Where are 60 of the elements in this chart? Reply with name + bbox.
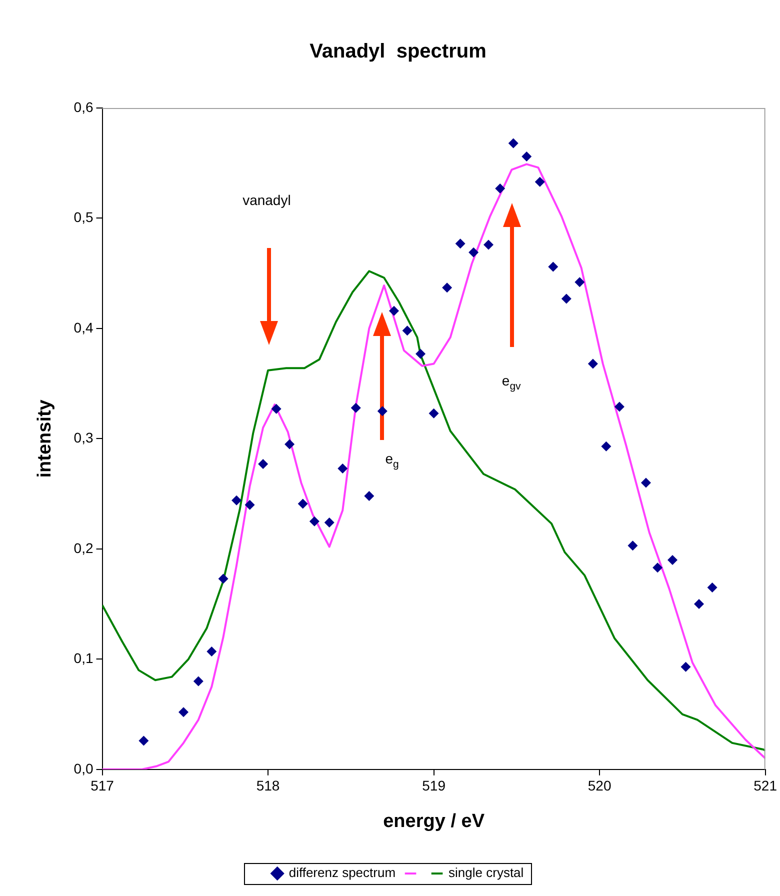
point [324, 517, 334, 528]
point [561, 294, 572, 304]
point [218, 574, 228, 584]
x-tick-label: 517 [90, 778, 114, 794]
x-axis-title: energy / eV [383, 810, 485, 832]
point [232, 495, 242, 506]
point [138, 736, 149, 746]
point [548, 262, 558, 272]
y-tick-label: 0,2 [74, 540, 94, 556]
point [468, 247, 479, 258]
point [588, 358, 598, 369]
point [338, 463, 348, 474]
point [652, 562, 663, 573]
point [364, 491, 374, 502]
point [244, 500, 255, 510]
point [483, 240, 494, 250]
point [416, 348, 426, 359]
point [206, 646, 217, 656]
point [309, 516, 320, 526]
point [178, 707, 188, 718]
point [271, 404, 282, 414]
x-tick-label: 520 [588, 778, 612, 794]
y-tick-label: 0,3 [74, 430, 94, 446]
point [495, 183, 506, 194]
point [377, 406, 388, 416]
point [389, 306, 400, 316]
point [628, 540, 638, 551]
point [614, 402, 624, 412]
point [694, 599, 704, 610]
point [442, 282, 452, 293]
point [574, 277, 585, 288]
point [707, 582, 718, 593]
y-tick-label: 0,5 [74, 209, 94, 226]
point [350, 402, 361, 413]
point [508, 138, 518, 148]
point [640, 478, 651, 488]
point [258, 459, 268, 470]
point [522, 152, 532, 162]
legend-label: differenz spectrum [288, 865, 396, 880]
point [680, 662, 691, 672]
x-tick-label: 519 [422, 778, 446, 794]
point [193, 676, 204, 686]
chart-title: Vanadyl spectrum [310, 40, 486, 63]
x-tick-label: 518 [256, 778, 280, 794]
y-tick-label: 0,6 [74, 98, 94, 115]
point [298, 498, 308, 509]
point [402, 326, 412, 336]
annotation: vanadyl [242, 192, 291, 208]
y-tick-label: 0,4 [74, 319, 94, 336]
point [534, 176, 545, 187]
point [601, 441, 612, 452]
y-tick-label: 0,1 [74, 650, 94, 666]
point [428, 408, 439, 418]
y-axis-title: intensity [34, 399, 56, 478]
legend-label: single crystal [448, 865, 524, 880]
y-tick-label: 0,0 [74, 760, 94, 776]
point [284, 439, 295, 450]
point [667, 554, 678, 565]
point [455, 238, 466, 249]
x-tick-label: 521 [754, 778, 778, 794]
